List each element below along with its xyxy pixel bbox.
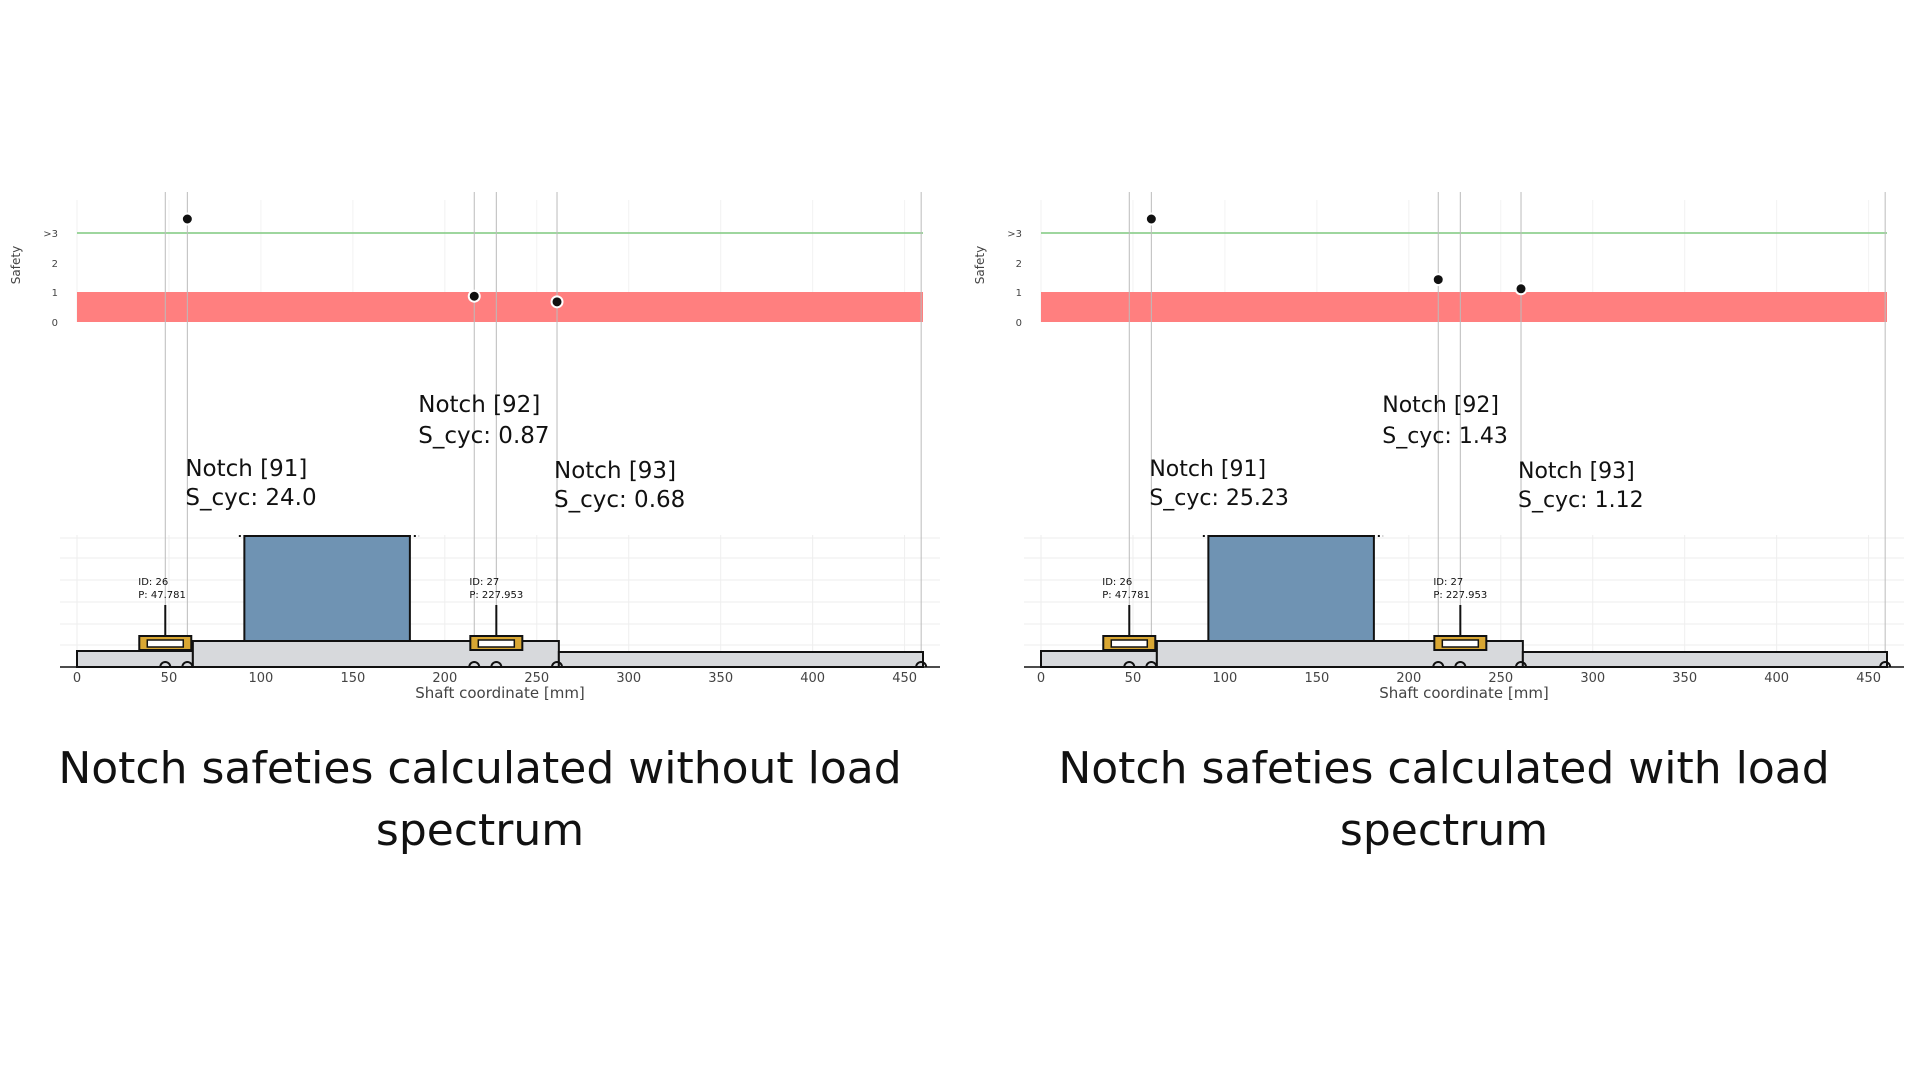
x-tick-label: 50	[161, 671, 178, 686]
bearing: ID: 27 P: 227.953	[469, 577, 524, 651]
bearing-inner	[146, 639, 185, 648]
bearing-id-label: ID: 26	[1102, 577, 1132, 588]
notch-annotation-name: Notch [92]	[418, 392, 540, 418]
bearing: ID: 26 P: 47.781	[1102, 577, 1157, 651]
safety-point	[467, 289, 481, 303]
notch-marker	[181, 661, 194, 668]
bearing-inner	[477, 639, 516, 648]
notch-annotation-name: Notch [91]	[1149, 457, 1266, 482]
x-tick-label: 150	[1304, 671, 1329, 686]
shaft-section	[557, 651, 924, 668]
notch-marker	[1432, 661, 1445, 668]
notch-marker	[468, 661, 481, 668]
bearing: ID: 26 P: 47.781	[138, 577, 193, 651]
notch-marker	[1123, 661, 1136, 668]
chart-panel-1: Safety 0 1 2 >3 ID: 26 P: 47.781 ID: 27 P: 227.9…	[9, 192, 940, 702]
gear-body	[243, 535, 411, 642]
x-tick-label: 100	[1212, 671, 1237, 686]
critical-safety-band	[1041, 292, 1887, 322]
x-tick-label: 50	[1125, 671, 1142, 686]
notch-annotation-value: S_cyc: 24.0	[185, 485, 316, 511]
safety-point	[550, 295, 564, 309]
y-axis-label: Safety	[973, 246, 987, 284]
shaft-geometry: ID: 26 P: 47.781 ID: 27 P: 227.953	[1040, 535, 1888, 668]
y-axis-label: Safety	[9, 246, 23, 284]
notch-marker	[1515, 661, 1528, 668]
notch-annotation-value: S_cyc: 1.43	[1382, 424, 1508, 449]
notch-marker	[915, 661, 928, 668]
bearing-load-label: P: 227.953	[469, 590, 523, 601]
bearing: ID: 27 P: 227.953	[1433, 577, 1488, 651]
shaft-section	[76, 650, 194, 668]
bearing-id-label: ID: 27	[1433, 577, 1463, 588]
notch-annotation-name: Notch [93]	[554, 458, 676, 484]
notch-marker	[1454, 661, 1467, 668]
shaft-section	[1521, 651, 1888, 668]
x-tick-label: 350	[1672, 671, 1697, 686]
chart-panel-2: Safety 0 1 2 >3 ID: 26 P: 47.781 ID: 27 P: 227.9…	[973, 192, 1904, 702]
x-tick-label: 200	[432, 671, 457, 686]
y-tick-label: 2	[52, 259, 58, 270]
y-tick-label: 0	[1016, 318, 1022, 329]
notch-annotation-name: Notch [92]	[1382, 393, 1499, 418]
bearing-inner	[1441, 639, 1480, 648]
notch-marker	[1879, 661, 1892, 668]
bearing-id-label: ID: 27	[469, 577, 499, 588]
notch-annotation-value: S_cyc: 25.23	[1149, 486, 1289, 511]
safety-point	[1431, 273, 1445, 287]
y-tick-label: 2	[1016, 259, 1022, 270]
notch-marker	[159, 661, 172, 668]
y-tick-label: 1	[1016, 288, 1022, 299]
x-axis-label: Shaft coordinate [mm]	[1379, 684, 1549, 702]
x-tick-label: 100	[248, 671, 273, 686]
y-tick-label: 1	[52, 288, 58, 299]
notch-annotation-name: Notch [93]	[1518, 459, 1635, 484]
bearing-load-label: P: 47.781	[138, 590, 186, 601]
notch-annotation-value: S_cyc: 1.12	[1518, 488, 1644, 513]
critical-safety-band	[77, 292, 923, 322]
notch-marker	[551, 661, 564, 668]
x-tick-label: 0	[1037, 671, 1045, 686]
gear-body	[1207, 535, 1375, 642]
caption-with-load-spectrum: Notch safeties calculated with load spec…	[1058, 743, 1830, 856]
shaft-section	[1040, 650, 1158, 668]
x-tick-label: 450	[892, 671, 917, 686]
bearing-load-label: P: 47.781	[1102, 590, 1150, 601]
x-tick-label: 350	[708, 671, 733, 686]
x-tick-label: 300	[1580, 671, 1605, 686]
safety-point	[1514, 282, 1528, 296]
safety-point	[1144, 212, 1158, 226]
notch-annotation-value: S_cyc: 0.87	[418, 423, 549, 449]
bearing-inner	[1110, 639, 1149, 648]
bearing-id-label: ID: 26	[138, 577, 168, 588]
x-axis-label: Shaft coordinate [mm]	[415, 684, 585, 702]
notch-marker	[1145, 661, 1158, 668]
y-tick-label: >3	[1007, 229, 1022, 240]
notch-annotation-name: Notch [91]	[185, 456, 307, 482]
x-tick-label: 300	[616, 671, 641, 686]
y-tick-label: >3	[43, 229, 58, 240]
notch-annotation-value: S_cyc: 0.68	[554, 487, 685, 513]
x-tick-label: 200	[1396, 671, 1421, 686]
notch-marker	[490, 661, 503, 668]
x-tick-label: 150	[340, 671, 365, 686]
safety-point	[180, 212, 194, 226]
bearing-load-label: P: 227.953	[1433, 590, 1487, 601]
x-tick-label: 450	[1856, 671, 1881, 686]
x-tick-label: 400	[1764, 671, 1789, 686]
x-tick-label: 0	[73, 671, 81, 686]
x-tick-label: 250	[1488, 671, 1513, 686]
caption-without-load-spectrum: Notch safeties calculated without load s…	[58, 743, 902, 856]
x-tick-label: 250	[524, 671, 549, 686]
x-tick-label: 400	[800, 671, 825, 686]
y-tick-label: 0	[52, 318, 58, 329]
